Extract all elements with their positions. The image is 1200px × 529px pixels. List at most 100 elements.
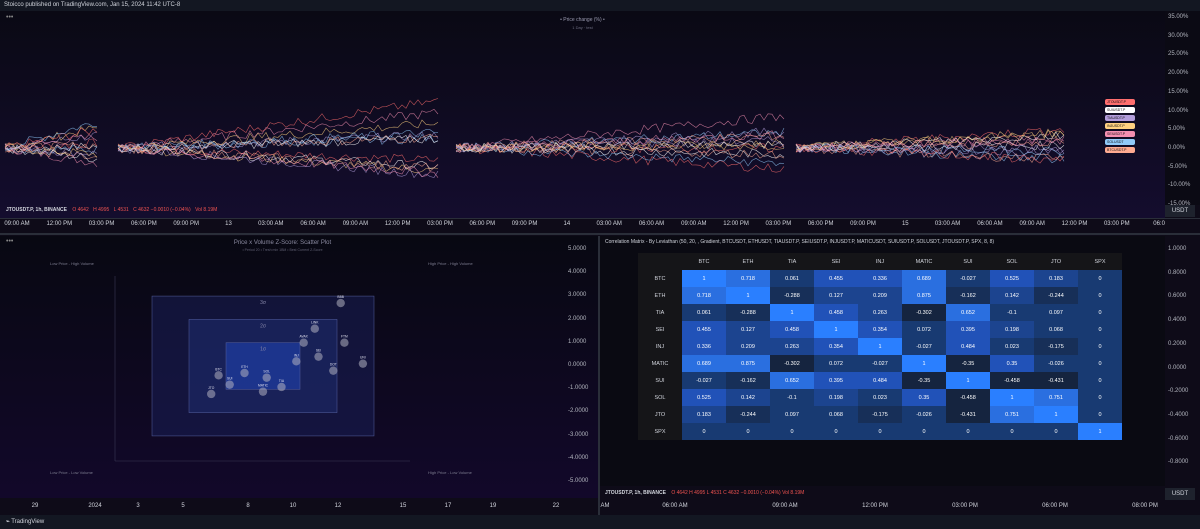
correlation-cell: 0 [1078,406,1122,423]
scatter-point [262,373,271,382]
scatter-point [329,366,338,375]
row-header: BTC [638,270,682,287]
time-tick: 03:00 AM [258,221,284,227]
scatter-time-axis[interactable]: 29 2024 3 5 8 10 12 15 17 19 22 [0,503,565,513]
correlation-cell: 0.455 [682,321,726,338]
correlation-cell: 0.023 [990,338,1034,355]
row-header: JTO [638,406,682,423]
time-tick: 03:00 PM [952,503,978,509]
scatter-point [240,368,249,378]
price-series-line [4,127,98,149]
currency-button[interactable]: USDT [1165,488,1195,500]
date-tick: 22 [552,503,560,509]
correlation-cell: 0.525 [990,270,1034,287]
correlation-scale[interactable]: 1.0000 0.8000 0.6000 0.4000 0.2000 0.0000 -0.2… [1165,236,1200,486]
price-change-chart[interactable]: ••• • Price change (%) • 1 Day · test JT… [0,11,1165,219]
scatter-point-label: INJ [294,353,299,357]
time-tick: 03:00 PM [427,221,453,227]
chart-title: • Price change (%) • [560,17,605,23]
more-icon[interactable]: ••• [6,14,14,21]
currency-button[interactable]: USDT [1165,205,1195,217]
publisher-bar: Stoicco published on TradingView.com, Ja… [0,0,1200,11]
scatter-panel[interactable]: ••• Price x Volume Z-Score: Scatter Plot… [0,236,598,498]
legend-symbol: JTOUSDT.P, 1h, BINANCE [6,207,67,213]
pane-divider[interactable] [0,233,1200,235]
time-axis[interactable]: 09:00 AM 12:00 PM 03:00 PM 06:00 PM 09:00 PM… [0,221,1165,231]
series-tag: SOLUSDT [1105,139,1135,145]
scatter-point-label: BTC [215,367,222,371]
price-series-line [455,130,785,153]
scatter-point [336,298,345,308]
correlation-tick: 0.6000 [1168,293,1187,300]
correlation-cell: 0.751 [990,406,1034,423]
price-series-line [117,143,439,163]
price-series-line [117,144,439,173]
correlation-cell: -0.026 [1034,355,1078,372]
zscore-tick: -3.0000 [568,431,589,438]
correlation-tick: 1.0000 [1168,246,1187,252]
correlation-time-axis[interactable]: AM 06:00 AM 09:00 AM 12:00 PM 03:00 PM 06:00 … [600,503,1165,513]
time-tick: 06:00 PM [807,221,834,227]
corner-cell [638,253,682,270]
correlation-cell: -0.244 [1034,287,1078,304]
time-tick: 09:00 AM [4,221,30,227]
divider [0,218,1200,219]
correlation-cell: -0.162 [946,287,990,304]
correlation-cell: 1 [1078,423,1122,440]
price-series-line [455,143,785,154]
correlation-cell: 0.336 [858,270,902,287]
scatter-point-label: FTM [341,335,348,339]
scatter-point [358,359,368,368]
table-row: SEI 0.455 0.127 0.458 1 0.354 0.072 0.395 0.198 0… [638,321,1122,338]
scatter-point-label: ETH [241,365,248,369]
price-tick: 5.00% [1168,126,1186,133]
correlation-cell: -0.175 [1034,338,1078,355]
scatter-point [258,387,268,396]
more-icon[interactable]: ••• [6,238,14,245]
correlation-cell: 0.072 [814,355,858,372]
table-row: SOL 0.525 0.142 -0.1 0.198 0.023 0.35 -0.458 1 0.… [638,389,1122,406]
table-row: BTC 1 0.718 0.061 0.455 0.336 0.689 -0.027 0.525… [638,270,1122,287]
table-row: ETH 0.718 1 -0.288 0.127 0.209 0.875 -0.162 0.14… [638,287,1122,304]
price-series-line [4,134,98,149]
vertical-divider[interactable] [598,236,600,515]
date-tick: 2024 [88,503,102,509]
price-scale[interactable]: 35.00% 30.00% 25.00% 20.00% 15.00% 10.00% 5.00… [1165,11,1200,207]
scatter-point-label: SOL [263,370,270,374]
correlation-cell: 0.068 [814,406,858,423]
correlation-cell: 0.525 [682,389,726,406]
column-header: BTC [682,253,726,270]
correlation-cell: 0 [1078,304,1122,321]
time-tick: 12:00 PM [1061,221,1088,227]
correlation-cell: -0.175 [858,406,902,423]
zscore-scale[interactable]: 5.0000 4.0000 3.0000 2.0000 1.0000 0.0000 -1.0… [565,236,598,498]
price-series-line [117,134,439,153]
correlation-cell: 1 [682,270,726,287]
correlation-cell: 0.718 [726,270,770,287]
zscore-tick: 3.0000 [568,292,587,299]
price-tick: 20.00% [1168,70,1189,77]
correlation-cell: 0 [1078,338,1122,355]
correlation-tick: 0.2000 [1168,340,1187,347]
time-tick: 09:00 AM [772,503,798,509]
scatter-plot: 3σ 2σ 1σ BBB LINK FTM AVAX SEI INJ UNI DOT ETH BTC SO… [114,276,410,462]
zscore-tick: 2.0000 [568,315,587,322]
correlation-cell: 0.354 [858,321,902,338]
legend-volume: Vol 8.19M [195,207,218,213]
date-tick: 29 [31,503,39,509]
time-tick: 06:00 PM [469,221,496,227]
correlation-tick: 0.0000 [1168,364,1187,371]
time-tick: 09:00 PM [850,221,876,227]
correlation-cell: 0.061 [770,270,814,287]
scatter-point [207,389,216,399]
time-tick: 09:00 AM [1019,221,1045,227]
correlation-tick: -0.4000 [1168,411,1189,418]
time-tick: 14 [563,221,571,227]
correlation-cell: 0 [946,423,990,440]
correlation-cell: 0.209 [726,338,770,355]
correlation-cell: 0 [1078,321,1122,338]
correlation-cell: 0.097 [1034,304,1078,321]
table-row: SPX 0 0 0 0 0 0 0 0 0 1 [638,423,1122,440]
correlation-cell: -0.026 [902,406,946,423]
correlation-cell: -0.431 [1034,372,1078,389]
